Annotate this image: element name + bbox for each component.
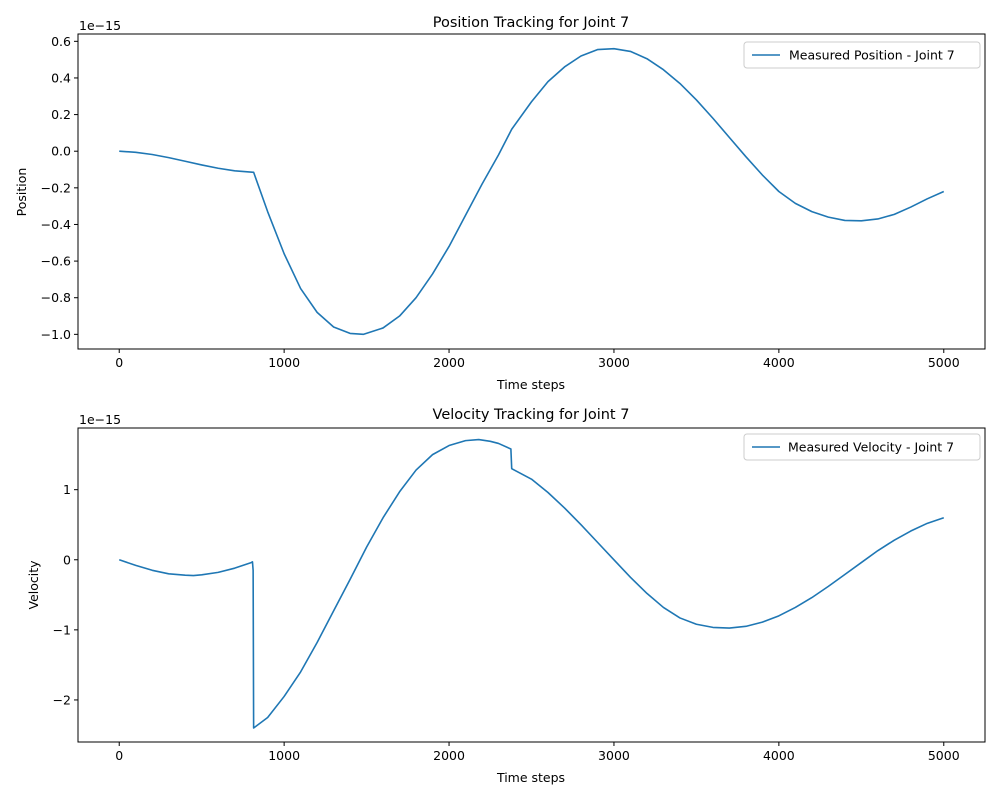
velocity-series bbox=[118, 438, 945, 729]
position-y-tick-label: −0.2 bbox=[41, 180, 71, 195]
position-y-tick-label: 0.2 bbox=[51, 107, 71, 122]
velocity-x-tick-label: 4000 bbox=[763, 748, 795, 763]
position-x-axis-label: Time steps bbox=[496, 377, 565, 392]
velocity-plot-frame bbox=[77, 427, 986, 743]
position-x-ticks: 0 1000 2000 3000 4000 5000 bbox=[115, 349, 960, 370]
position-y-tick-label: −0.6 bbox=[41, 254, 71, 269]
velocity-x-tick-label: 2000 bbox=[433, 748, 465, 763]
position-y-tick-label: −0.4 bbox=[41, 217, 71, 232]
position-chart-title: Position Tracking for Joint 7 bbox=[433, 15, 629, 31]
position-y-tick-label: −1.0 bbox=[41, 327, 71, 342]
position-x-tick-label: 4000 bbox=[763, 355, 795, 370]
position-y-tick-label: 0.6 bbox=[51, 34, 71, 49]
velocity-series-line bbox=[118, 438, 945, 729]
velocity-x-tick-label: 0 bbox=[115, 748, 123, 763]
position-x-tick-label: 5000 bbox=[928, 355, 960, 370]
position-y-tick-label: 0.4 bbox=[51, 70, 71, 85]
position-x-tick-label: 2000 bbox=[433, 355, 465, 370]
velocity-y-tick-label: 1 bbox=[63, 482, 71, 497]
velocity-y-axis-label: Velocity bbox=[26, 560, 41, 610]
velocity-chart: Velocity Tracking for Joint 7 1e−15 Time… bbox=[26, 407, 986, 785]
position-x-tick-label: 0 bbox=[115, 355, 123, 370]
velocity-x-ticks: 0 1000 2000 3000 4000 5000 bbox=[115, 742, 960, 763]
position-y-axis-label: Position bbox=[14, 168, 29, 217]
velocity-offset-label: 1e−15 bbox=[79, 412, 121, 427]
velocity-x-tick-label: 5000 bbox=[928, 748, 960, 763]
position-x-tick-label: 1000 bbox=[268, 355, 300, 370]
velocity-x-tick-label: 3000 bbox=[598, 748, 630, 763]
velocity-x-axis-label: Time steps bbox=[496, 770, 565, 785]
velocity-y-ticks: −2 −1 0 1 bbox=[53, 482, 78, 707]
velocity-legend-label: Measured Velocity - Joint 7 bbox=[788, 440, 954, 455]
velocity-chart-title: Velocity Tracking for Joint 7 bbox=[433, 407, 630, 423]
position-legend: Measured Position - Joint 7 bbox=[743, 41, 981, 69]
velocity-legend-box bbox=[743, 433, 981, 461]
position-legend-label: Measured Position - Joint 7 bbox=[789, 48, 955, 63]
velocity-y-tick-label: −2 bbox=[53, 692, 71, 707]
velocity-y-tick-label: 0 bbox=[63, 552, 71, 567]
position-offset-label: 1e−15 bbox=[79, 18, 121, 33]
position-chart: Position Tracking for Joint 7 1e−15 Time… bbox=[14, 15, 986, 392]
position-x-tick-label: 3000 bbox=[598, 355, 630, 370]
position-legend-box bbox=[743, 41, 981, 69]
position-series bbox=[119, 47, 945, 336]
velocity-x-tick-label: 1000 bbox=[268, 748, 300, 763]
position-series-line bbox=[119, 47, 945, 336]
position-y-ticks: −1.0 −0.8 −0.6 −0.4 −0.2 0.0 0.2 0.4 0.6 bbox=[41, 34, 78, 342]
position-plot-frame bbox=[77, 33, 986, 350]
position-y-tick-label: −0.8 bbox=[41, 290, 71, 305]
velocity-y-tick-label: −1 bbox=[53, 622, 71, 637]
velocity-legend: Measured Velocity - Joint 7 bbox=[743, 433, 981, 461]
position-y-tick-label: 0.0 bbox=[51, 144, 71, 159]
